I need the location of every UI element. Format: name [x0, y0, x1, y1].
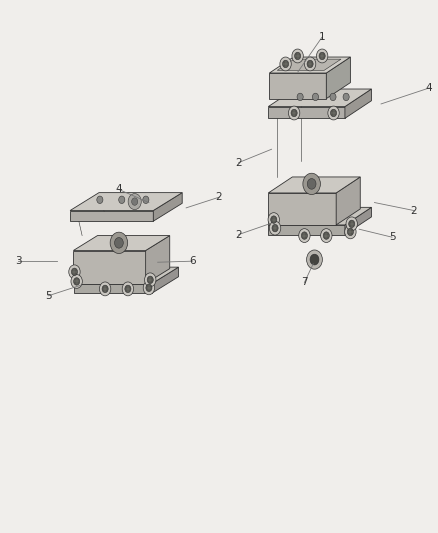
Circle shape [346, 217, 357, 231]
Text: 6: 6 [189, 256, 196, 266]
Polygon shape [73, 251, 145, 284]
Text: 1: 1 [318, 33, 325, 42]
Circle shape [145, 273, 156, 287]
Circle shape [307, 250, 322, 269]
Polygon shape [268, 207, 371, 225]
Polygon shape [145, 236, 170, 284]
Circle shape [291, 109, 297, 117]
Circle shape [128, 193, 141, 209]
Polygon shape [268, 89, 371, 107]
Polygon shape [268, 177, 360, 193]
Circle shape [71, 268, 78, 276]
Circle shape [330, 109, 336, 117]
Polygon shape [277, 59, 341, 70]
Text: 3: 3 [15, 256, 22, 266]
Circle shape [74, 278, 80, 285]
Circle shape [294, 52, 300, 60]
Polygon shape [70, 211, 153, 221]
Polygon shape [345, 89, 371, 118]
Circle shape [319, 52, 325, 60]
Circle shape [307, 179, 316, 189]
Polygon shape [345, 207, 371, 235]
Circle shape [97, 196, 103, 204]
Circle shape [125, 285, 131, 293]
Text: 5: 5 [389, 232, 396, 242]
Polygon shape [74, 284, 152, 293]
Polygon shape [70, 192, 182, 211]
Circle shape [119, 196, 125, 204]
Circle shape [303, 173, 320, 195]
Text: 2: 2 [235, 158, 242, 167]
Circle shape [310, 254, 319, 265]
Circle shape [280, 57, 291, 71]
Polygon shape [73, 236, 170, 251]
Circle shape [99, 282, 111, 296]
Circle shape [115, 238, 124, 248]
Circle shape [143, 281, 155, 295]
Text: 4: 4 [115, 184, 122, 194]
Circle shape [328, 106, 339, 120]
Circle shape [69, 265, 80, 279]
Text: 2: 2 [215, 192, 223, 202]
Circle shape [272, 224, 278, 232]
Text: 7: 7 [301, 278, 308, 287]
Circle shape [312, 93, 318, 101]
Circle shape [349, 220, 355, 228]
Circle shape [102, 285, 108, 293]
Circle shape [143, 196, 149, 204]
Circle shape [283, 60, 289, 68]
Circle shape [323, 232, 329, 239]
Circle shape [316, 49, 328, 63]
Circle shape [132, 198, 138, 205]
Circle shape [301, 232, 307, 239]
Circle shape [304, 57, 316, 71]
Circle shape [330, 93, 336, 101]
Circle shape [110, 232, 128, 254]
Text: 2: 2 [410, 206, 417, 215]
Circle shape [268, 213, 279, 227]
Polygon shape [269, 73, 326, 99]
Circle shape [269, 221, 281, 235]
Circle shape [347, 228, 353, 236]
Polygon shape [336, 177, 360, 225]
Polygon shape [152, 267, 178, 293]
Polygon shape [153, 192, 182, 221]
Circle shape [345, 225, 356, 239]
Text: 2: 2 [235, 230, 242, 239]
Polygon shape [269, 57, 350, 73]
Circle shape [299, 229, 310, 243]
Circle shape [343, 93, 349, 101]
Circle shape [146, 284, 152, 292]
Circle shape [297, 93, 303, 101]
Circle shape [307, 60, 313, 68]
Polygon shape [326, 57, 350, 99]
Polygon shape [268, 107, 345, 118]
Circle shape [122, 282, 134, 296]
Text: 4: 4 [426, 83, 433, 93]
Polygon shape [268, 193, 336, 225]
Circle shape [321, 229, 332, 243]
Circle shape [271, 216, 277, 223]
Circle shape [71, 274, 82, 288]
Circle shape [288, 106, 300, 120]
Polygon shape [268, 225, 345, 235]
Text: 5: 5 [45, 291, 52, 301]
Circle shape [147, 276, 153, 284]
Circle shape [292, 49, 304, 63]
Polygon shape [74, 267, 178, 284]
